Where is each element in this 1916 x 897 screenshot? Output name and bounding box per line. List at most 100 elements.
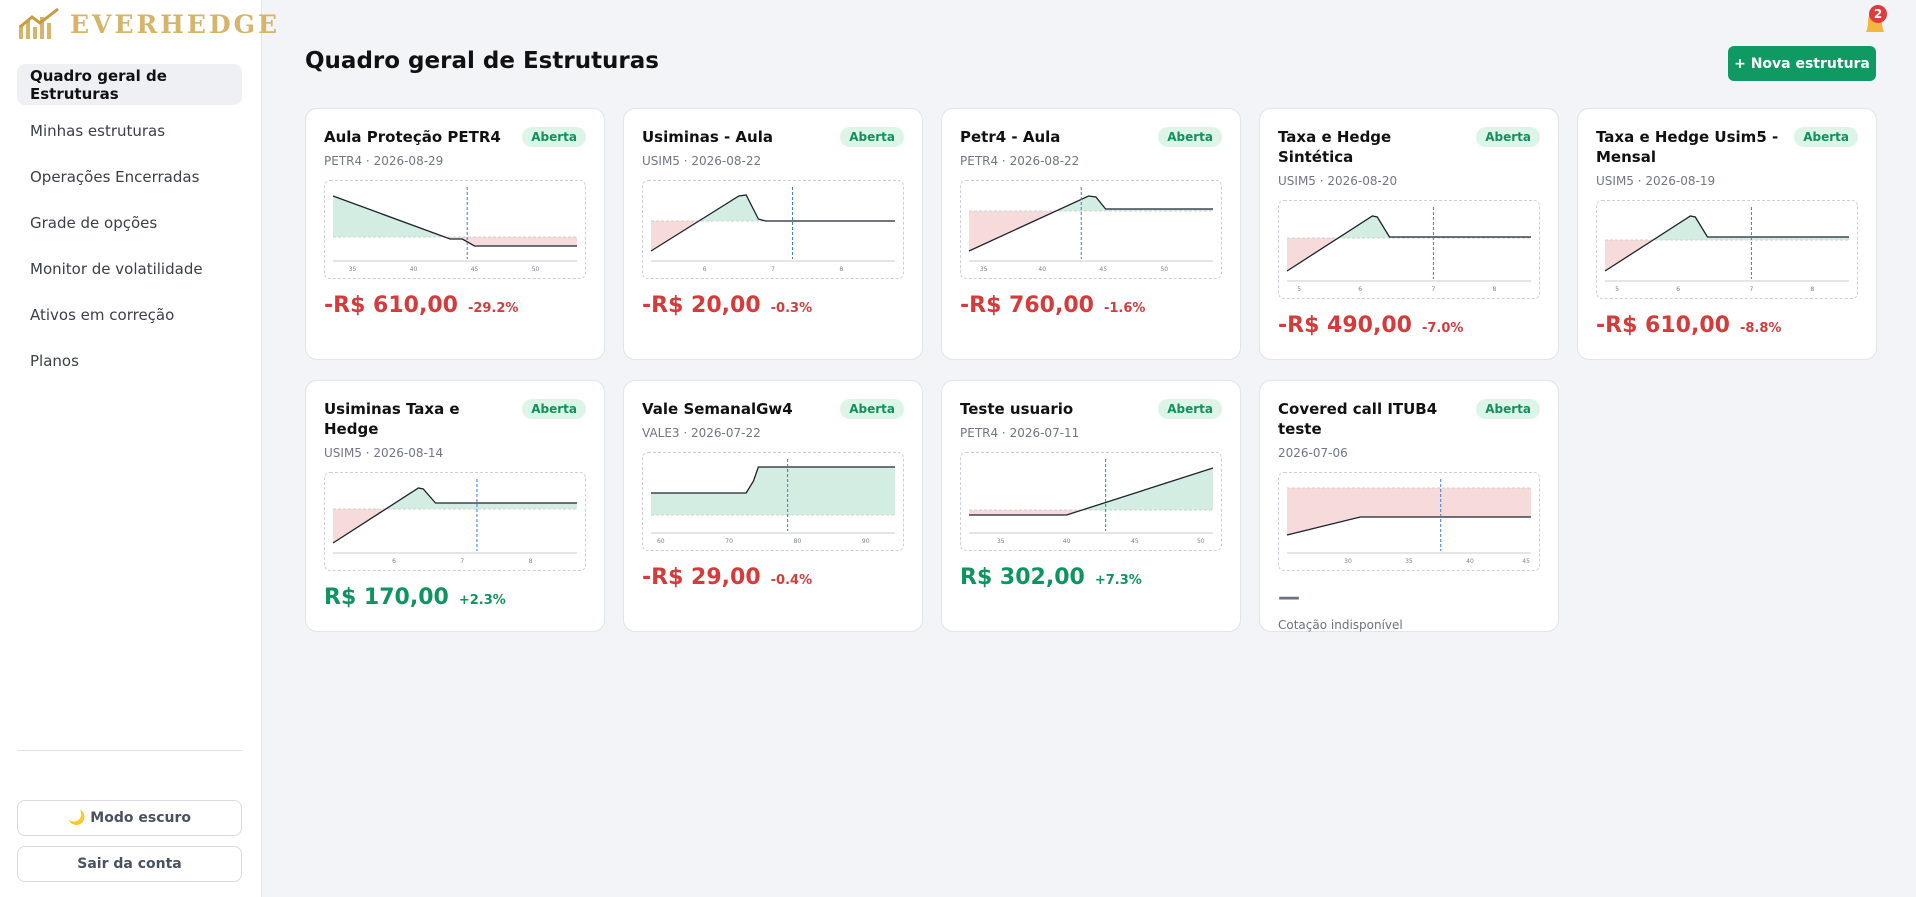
loss-area [1605, 240, 1849, 271]
nav-item[interactable]: Quadro geral de Estruturas [17, 64, 242, 105]
card-title: Usiminas - Aula [642, 128, 773, 146]
payoff-line [650, 194, 895, 252]
sidebar: EVERHEDGE Quadro geral de Estruturas Minh… [0, 0, 277, 897]
profit-area [969, 196, 1213, 211]
loss-area [333, 237, 577, 246]
profit-area [1605, 216, 1849, 240]
structure-card[interactable]: Petr4 - Aula Aberta PETR4 · 2026-08-22 35 40… [941, 108, 1241, 360]
notification-count: 2 [1874, 7, 1882, 21]
pnl-row: -R$ 760,00 -1.6% [960, 293, 1222, 318]
nav-item[interactable]: Monitor de volatilidade [30, 259, 203, 278]
nav-item[interactable]: Operações Encerradas [30, 167, 200, 186]
x-tick-label: 7 [771, 266, 775, 273]
logout-button[interactable]: Sair da conta [17, 846, 242, 882]
card-title: Taxa e Hedge Sintética [1278, 128, 1392, 166]
pnl-value: -R$ 610,00 [1596, 313, 1730, 338]
loss-area [1287, 488, 1531, 535]
payoff-chart: 35 40 45 50 [960, 452, 1222, 551]
pnl-change: -0.3% [770, 301, 813, 316]
x-tick-label: 8 [839, 266, 843, 273]
pnl-row: -R$ 610,00 -29.2% [324, 293, 586, 318]
x-tick-label: 45 [1522, 558, 1530, 565]
x-tick-label: 60 [657, 538, 665, 545]
pnl-value: -R$ 610,00 [324, 293, 458, 318]
x-tick-label: 6 [1358, 286, 1362, 293]
card-title: Petr4 - Aula [960, 128, 1061, 146]
logo-text: EVERHEDGE [70, 9, 281, 39]
pnl-row: -R$ 29,00 -0.4% [642, 565, 904, 590]
pnl-value: -R$ 29,00 [642, 565, 761, 590]
pnl-value: — [1278, 585, 1300, 610]
x-tick-label: 80 [794, 538, 802, 545]
logo[interactable]: EVERHEDGE [18, 6, 280, 42]
payoff-line [969, 467, 1214, 516]
status-badge: Aberta [840, 399, 904, 419]
loss-area [969, 510, 1213, 515]
x-tick-label: 45 [1099, 266, 1107, 273]
card-subtitle: USIM5 · 2026-08-19 [1596, 174, 1716, 188]
x-tick-label: 7 [1431, 286, 1435, 293]
structure-card[interactable]: Usiminas Taxa e Hedge Aberta USIM5 · 2026-… [305, 380, 605, 632]
pnl-row: -R$ 20,00 -0.3% [642, 293, 904, 318]
loss-area [333, 509, 577, 543]
pnl-value: -R$ 490,00 [1278, 313, 1412, 338]
structure-card[interactable]: Aula Proteção PETR4 Aberta PETR4 · 2026-08… [305, 108, 605, 360]
payoff-line [1286, 215, 1531, 272]
new-structure-button[interactable]: + Nova estrutura [1728, 46, 1876, 81]
pnl-row: -R$ 490,00 -7.0% [1278, 313, 1540, 338]
card-title: Usiminas Taxa e Hedge [324, 400, 460, 438]
structure-card[interactable]: Vale SemanalGw4 Aberta VALE3 · 2026-07-22 6… [623, 380, 923, 632]
x-tick-label: 90 [862, 538, 870, 545]
x-tick-label: 6 [703, 266, 707, 273]
nav-item[interactable]: Ativos em correção [30, 305, 175, 324]
card-subtitle: USIM5 · 2026-08-22 [642, 154, 762, 168]
structure-card[interactable]: Usiminas - Aula Aberta USIM5 · 2026-08-22 6… [623, 108, 923, 360]
status-badge: Aberta [522, 127, 586, 147]
pnl-change: -7.0% [1421, 321, 1464, 336]
pnl-value: R$ 302,00 [960, 565, 1085, 590]
x-tick-label: 35 [1405, 558, 1413, 565]
x-tick-label: 45 [1131, 538, 1139, 545]
card-subtitle: 2026-07-06 [1278, 446, 1348, 460]
structure-card[interactable]: Teste usuario Aberta PETR4 · 2026-07-11 35 4… [941, 380, 1241, 632]
pnl-change: -1.6% [1103, 301, 1146, 316]
x-tick-label: 7 [1749, 286, 1753, 293]
profit-area [1287, 216, 1531, 238]
nav-item[interactable]: Planos [30, 351, 79, 370]
x-tick-label: 40 [1063, 538, 1071, 545]
card-subtitle: PETR4 · 2026-07-11 [960, 426, 1080, 440]
profit-area [333, 196, 577, 237]
nav-item[interactable]: Minhas estruturas [30, 121, 166, 140]
structure-card[interactable]: Covered call ITUB4 teste Aberta 2026-07-06… [1259, 380, 1559, 632]
pnl-change: +2.3% [458, 593, 506, 608]
payoff-line [1604, 215, 1849, 272]
pnl-row: -R$ 610,00 -8.8% [1596, 313, 1858, 338]
x-tick-label: 6 [392, 558, 396, 565]
status-badge: Aberta [1476, 399, 1540, 419]
x-tick-label: 40 [1038, 266, 1046, 273]
pnl-change: -8.8% [1739, 321, 1782, 336]
x-tick-label: 35 [997, 538, 1005, 545]
logo-icon [19, 7, 59, 39]
payoff-chart: 60 70 80 90 [642, 452, 904, 551]
pnl-change: -0.4% [770, 573, 813, 588]
dark-mode-button[interactable]: 🌙 Modo escuro [17, 800, 242, 836]
pnl-value: -R$ 760,00 [960, 293, 1094, 318]
pnl-row: R$ 302,00 +7.3% [960, 565, 1222, 590]
x-tick-label: 70 [725, 538, 733, 545]
profit-area [651, 195, 895, 221]
x-tick-label: 30 [1344, 558, 1352, 565]
x-tick-label: 8 [1492, 286, 1496, 293]
payoff-line [651, 466, 895, 494]
loss-area [969, 211, 1213, 251]
page-title: Quadro geral de Estruturas [305, 48, 659, 74]
x-tick-label: 50 [1160, 266, 1168, 273]
x-tick-label: 7 [460, 558, 464, 565]
card-title: Covered call ITUB4 teste [1278, 400, 1438, 438]
nav-item[interactable]: Grade de opções [30, 213, 158, 232]
notification-bell[interactable]: 2 [1856, 2, 1892, 40]
structure-card[interactable]: Taxa e Hedge Usim5 - Mensal Aberta USIM5 ·… [1577, 108, 1877, 360]
x-tick-label: 45 [471, 266, 479, 273]
structure-card[interactable]: Taxa e Hedge Sintética Aberta USIM5 · 2026… [1259, 108, 1559, 360]
